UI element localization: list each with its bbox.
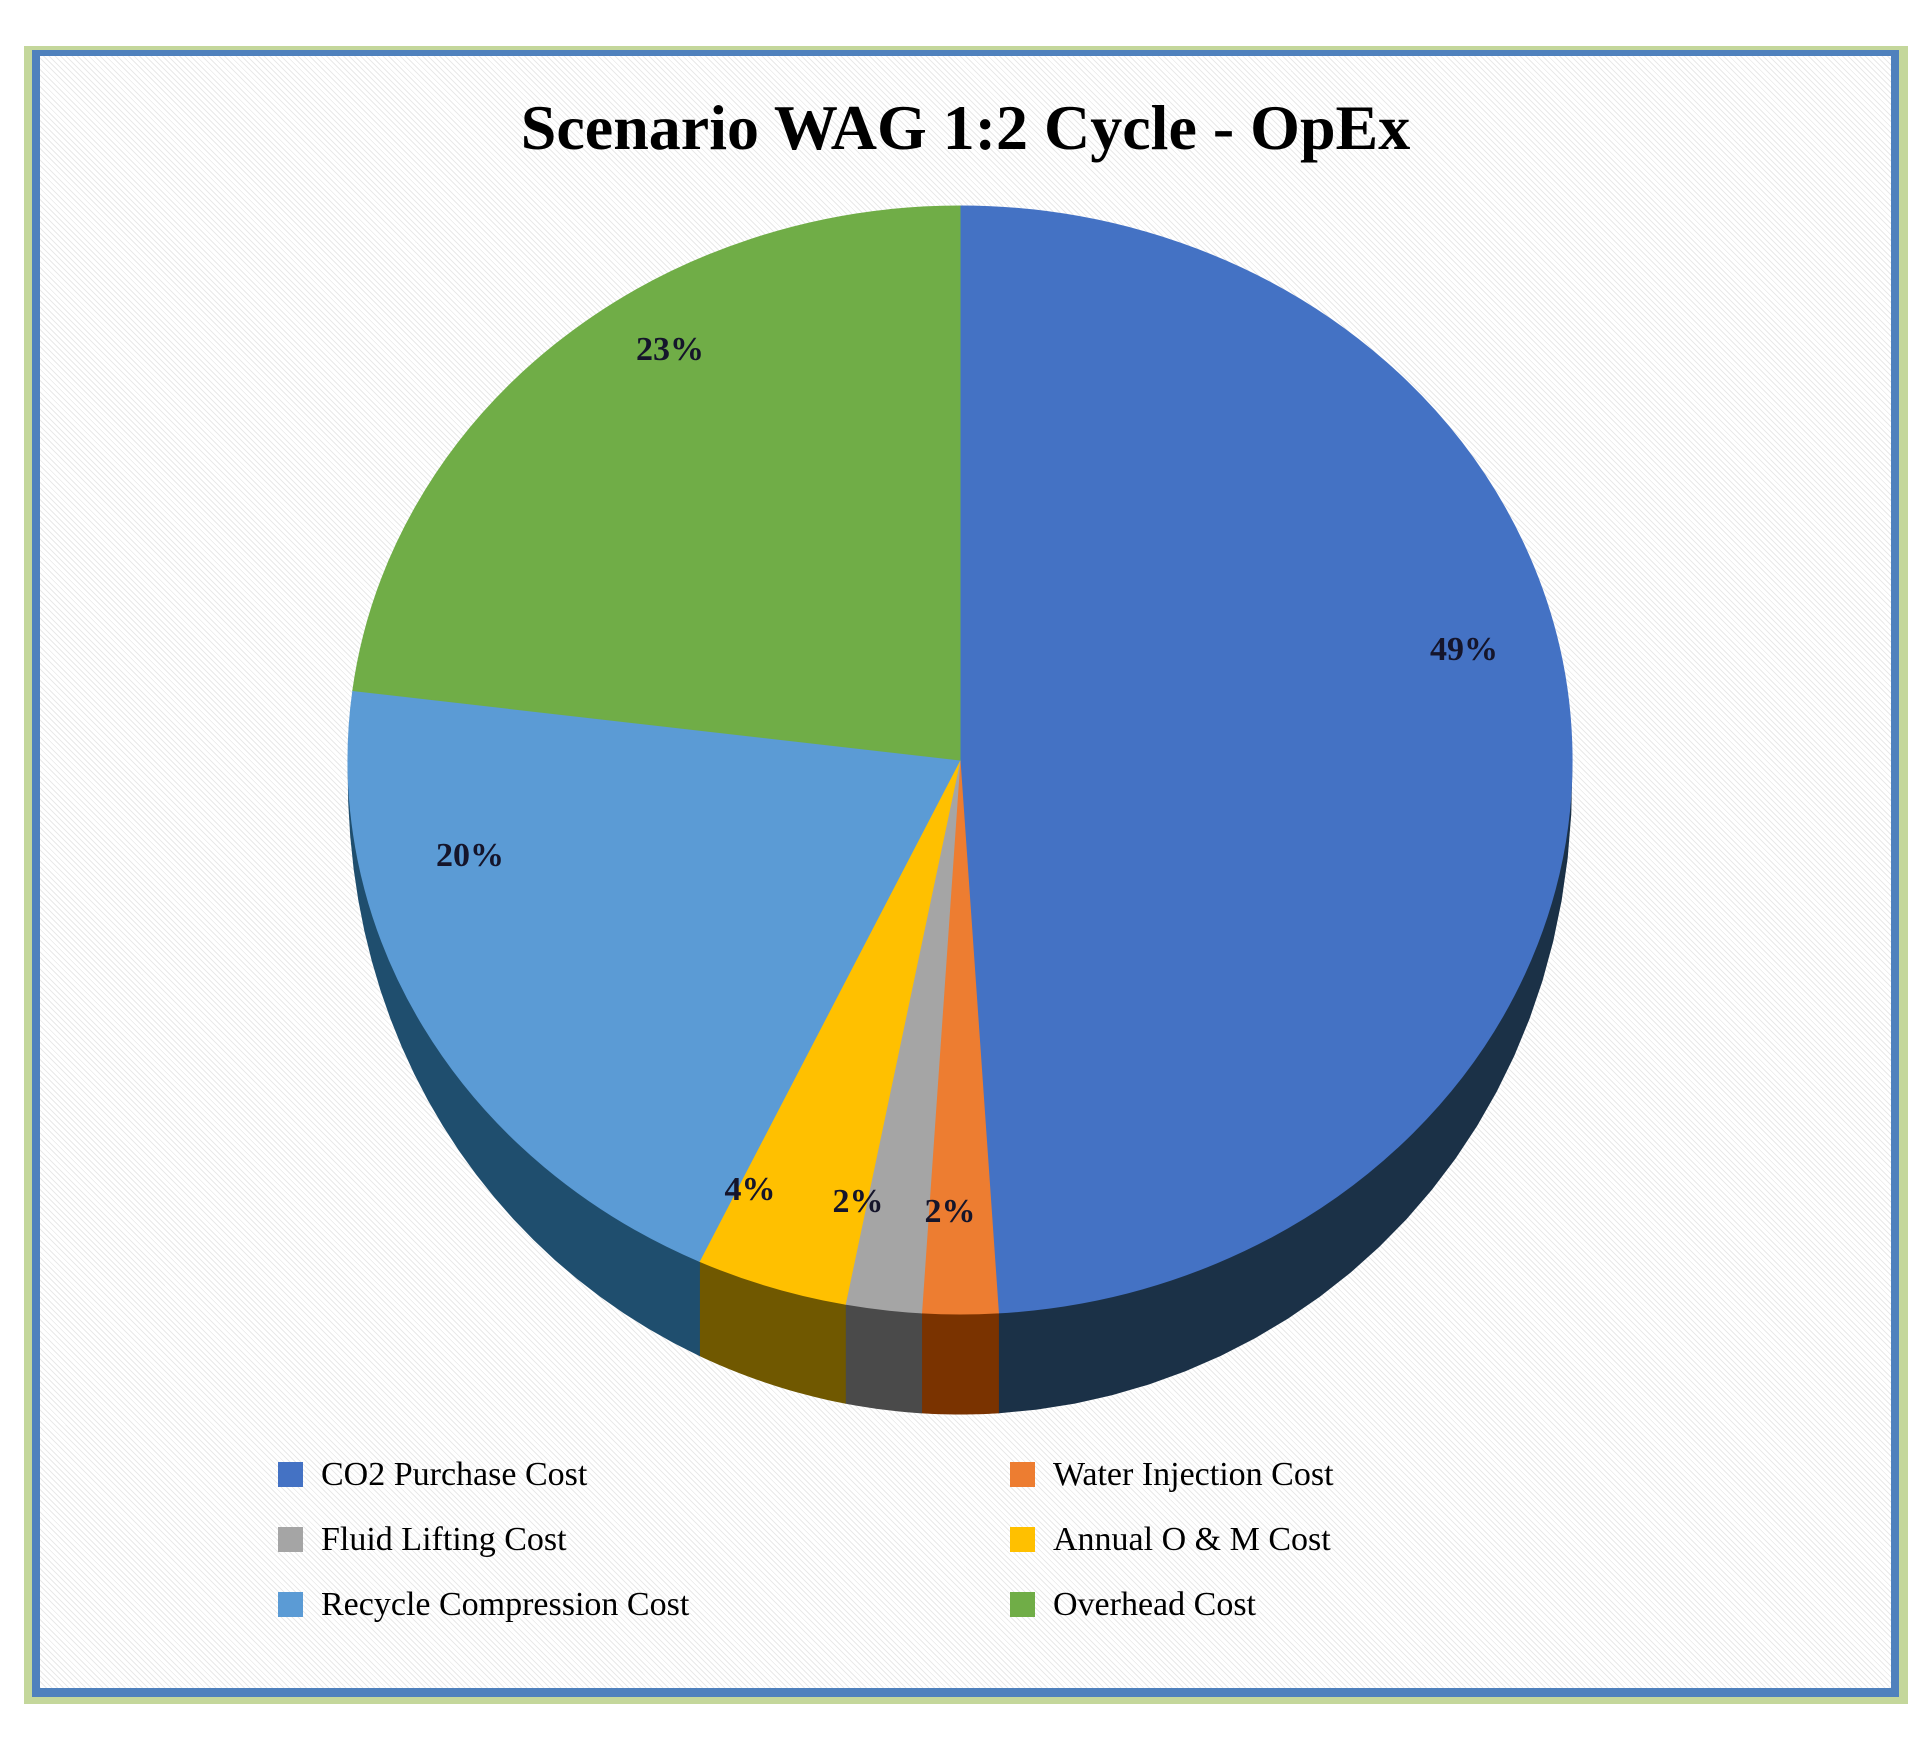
svg-text:4%: 4% [725, 1171, 776, 1208]
svg-text:49%: 49% [1430, 631, 1498, 668]
svg-text:20%: 20% [436, 837, 504, 874]
svg-text:2%: 2% [925, 1193, 976, 1230]
svg-text:2%: 2% [833, 1183, 884, 1220]
svg-text:23%: 23% [636, 331, 704, 368]
